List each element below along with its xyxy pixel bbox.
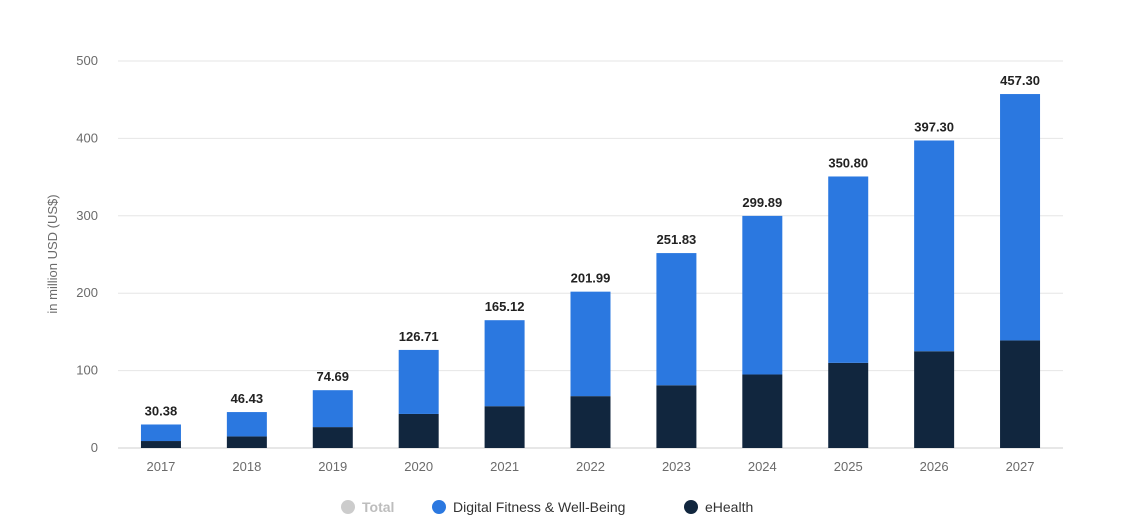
total-labels: 30.38 46.43 74.69 126.71 165.12 201.99 251.83 2… [145, 73, 1040, 418]
legend-item[interactable]: Total [341, 499, 394, 515]
legend-label: Digital Fitness & Well-Being [453, 499, 625, 515]
total-data-label: 74.69 [316, 369, 349, 384]
bar-stack[interactable] [484, 320, 525, 448]
total-data-label: 165.12 [485, 299, 525, 314]
bar-segment[interactable] [484, 406, 525, 448]
bar-segment[interactable] [226, 436, 267, 448]
bar-segment[interactable] [828, 362, 869, 448]
total-data-label: 251.83 [657, 232, 697, 247]
bar-segment[interactable] [914, 351, 955, 448]
bar-segment[interactable] [1000, 94, 1041, 341]
y-tick-label: 0 [91, 440, 98, 455]
y-tick-label: 500 [76, 53, 98, 68]
bar-segment[interactable] [828, 176, 869, 363]
bar-stack[interactable] [226, 412, 267, 448]
bar-segment[interactable] [398, 413, 439, 448]
bar-segment[interactable] [742, 374, 783, 448]
bar-stack[interactable] [742, 215, 783, 448]
bar-segment[interactable] [140, 424, 181, 442]
bar-segment[interactable] [742, 215, 783, 375]
bar-segment[interactable] [570, 396, 611, 448]
y-tick-label: 100 [76, 363, 98, 378]
y-tick-label: 200 [76, 285, 98, 300]
bar-segment[interactable] [312, 390, 353, 428]
legend-item[interactable]: Digital Fitness & Well-Being [432, 499, 625, 515]
x-tick-label: 2021 [490, 459, 519, 474]
legend-label: eHealth [705, 499, 753, 515]
total-data-label: 46.43 [231, 391, 264, 406]
bar-segment[interactable] [656, 253, 697, 386]
x-tick-label: 2024 [748, 459, 777, 474]
bar-segment[interactable] [656, 385, 697, 448]
x-tick-label: 2027 [1006, 459, 1035, 474]
total-data-label: 457.30 [1000, 73, 1040, 88]
legend-label: Total [362, 499, 394, 515]
bar-stack[interactable] [914, 140, 955, 448]
x-tick-label: 2020 [404, 459, 433, 474]
y-axis-ticks: 0 100 200 300 400 500 [76, 53, 98, 455]
x-tick-label: 2018 [232, 459, 261, 474]
bar-segment[interactable] [312, 427, 353, 448]
bar-segment[interactable] [484, 320, 525, 407]
bar-stack[interactable] [312, 390, 353, 448]
x-tick-label: 2023 [662, 459, 691, 474]
bar-stack[interactable] [570, 291, 611, 448]
total-data-label: 299.89 [742, 195, 782, 210]
bar-segment[interactable] [226, 412, 267, 437]
x-tick-label: 2026 [920, 459, 949, 474]
x-tick-label: 2019 [318, 459, 347, 474]
bar-segment[interactable] [398, 349, 439, 414]
bar-stack[interactable] [828, 176, 869, 448]
x-tick-label: 2025 [834, 459, 863, 474]
bar-segment[interactable] [570, 291, 611, 397]
y-axis-label: in million USD (US$) [45, 194, 60, 313]
legend-item[interactable]: eHealth [684, 499, 753, 515]
x-tick-label: 2022 [576, 459, 605, 474]
x-tick-label: 2017 [146, 459, 175, 474]
total-data-label: 30.38 [145, 403, 178, 418]
y-tick-label: 400 [76, 130, 98, 145]
bar-stack[interactable] [656, 253, 697, 448]
bar-segment[interactable] [140, 441, 181, 448]
bar-stack[interactable] [398, 349, 439, 448]
total-data-label: 126.71 [399, 329, 439, 344]
total-data-label: 397.30 [914, 119, 954, 134]
y-tick-label: 300 [76, 208, 98, 223]
total-data-label: 350.80 [828, 155, 868, 170]
bar-segment[interactable] [1000, 340, 1041, 448]
legend-marker [341, 500, 355, 514]
total-data-label: 201.99 [571, 271, 611, 286]
x-axis-ticks: 2017 2018 2019 2020 2021 2022 2023 2024 2025 2026… [146, 459, 1034, 474]
legend-marker [432, 500, 446, 514]
legend-marker [684, 500, 698, 514]
bar-segment[interactable] [914, 140, 955, 352]
bar-stack[interactable] [1000, 94, 1041, 448]
bars [140, 94, 1041, 448]
legend: Total Digital Fitness & Well-Being eHealth [341, 499, 753, 515]
bar-stack[interactable] [140, 424, 181, 448]
